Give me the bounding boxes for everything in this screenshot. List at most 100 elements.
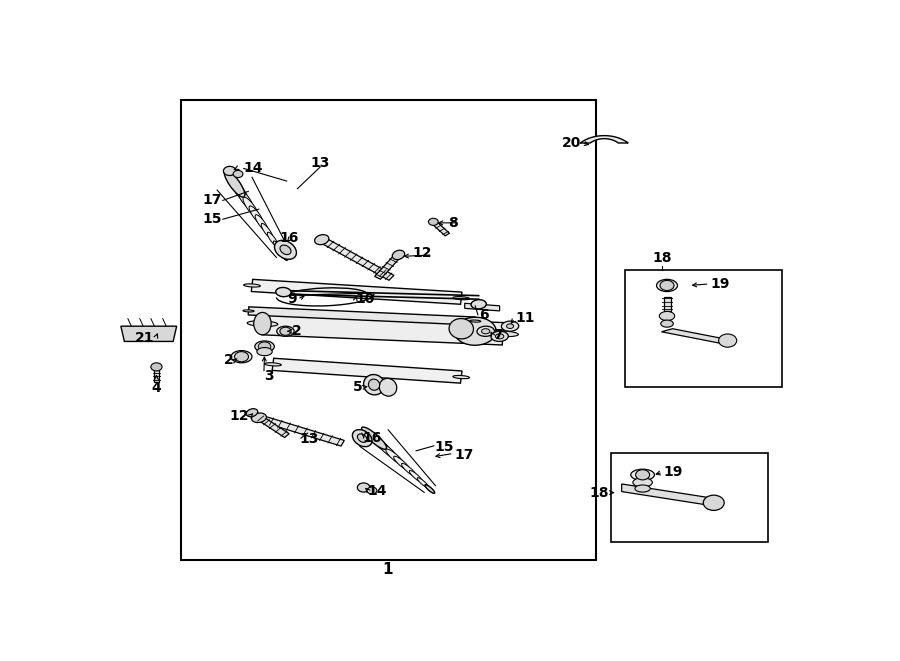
Ellipse shape (261, 223, 273, 239)
Ellipse shape (265, 363, 282, 366)
Ellipse shape (274, 241, 296, 259)
Ellipse shape (357, 434, 367, 442)
Text: 14: 14 (367, 484, 387, 498)
Ellipse shape (410, 471, 422, 482)
Circle shape (223, 167, 236, 176)
Ellipse shape (392, 251, 405, 260)
Text: 19: 19 (710, 277, 730, 291)
Polygon shape (464, 303, 500, 311)
Ellipse shape (501, 321, 518, 331)
Text: 16: 16 (280, 231, 300, 245)
Ellipse shape (418, 478, 428, 488)
Ellipse shape (482, 329, 490, 334)
Bar (626, 270, 782, 387)
Ellipse shape (660, 311, 675, 321)
Polygon shape (580, 136, 628, 143)
Ellipse shape (661, 320, 673, 327)
Circle shape (367, 487, 377, 494)
Ellipse shape (507, 324, 514, 329)
Polygon shape (121, 326, 176, 342)
Polygon shape (248, 307, 475, 325)
Polygon shape (154, 367, 159, 382)
Polygon shape (374, 254, 401, 279)
Polygon shape (257, 415, 345, 446)
Polygon shape (251, 280, 462, 304)
Text: 15: 15 (435, 440, 454, 454)
Circle shape (703, 495, 724, 510)
Ellipse shape (631, 469, 654, 481)
Ellipse shape (231, 180, 249, 204)
Ellipse shape (379, 378, 397, 396)
Ellipse shape (488, 331, 518, 336)
Ellipse shape (256, 348, 272, 356)
Text: 13: 13 (300, 432, 319, 446)
Text: 7: 7 (493, 329, 503, 342)
Ellipse shape (453, 375, 470, 379)
Circle shape (280, 327, 291, 335)
Circle shape (428, 218, 438, 225)
Ellipse shape (364, 375, 384, 395)
Ellipse shape (277, 326, 294, 336)
Text: 9: 9 (287, 292, 297, 306)
Ellipse shape (657, 280, 678, 292)
Ellipse shape (393, 456, 410, 471)
Ellipse shape (370, 435, 392, 454)
Text: 1: 1 (382, 562, 393, 577)
Ellipse shape (449, 319, 473, 339)
Polygon shape (431, 221, 449, 236)
Text: 18: 18 (652, 251, 672, 265)
Ellipse shape (247, 408, 257, 416)
Ellipse shape (633, 478, 652, 487)
Ellipse shape (454, 317, 496, 345)
Ellipse shape (495, 334, 504, 339)
Ellipse shape (453, 297, 470, 300)
Text: 6: 6 (479, 308, 489, 322)
Text: 10: 10 (356, 292, 374, 306)
Ellipse shape (255, 341, 274, 352)
Circle shape (660, 280, 674, 291)
Polygon shape (272, 358, 462, 383)
Ellipse shape (256, 215, 268, 232)
Circle shape (235, 352, 248, 362)
Text: 11: 11 (516, 311, 536, 325)
Polygon shape (262, 313, 504, 345)
Text: 21: 21 (135, 331, 155, 345)
Ellipse shape (386, 449, 404, 465)
Ellipse shape (251, 413, 266, 422)
Polygon shape (663, 297, 670, 311)
Text: 19: 19 (663, 465, 683, 479)
Ellipse shape (275, 288, 291, 297)
Text: 8: 8 (448, 216, 458, 230)
Text: 17: 17 (202, 194, 222, 208)
Ellipse shape (315, 235, 328, 245)
Polygon shape (320, 237, 394, 280)
Ellipse shape (244, 284, 260, 287)
Text: 2: 2 (292, 325, 302, 338)
Polygon shape (622, 484, 719, 507)
Circle shape (357, 483, 370, 492)
Ellipse shape (470, 320, 481, 322)
Ellipse shape (274, 241, 283, 253)
Ellipse shape (425, 485, 435, 493)
Bar (181, 100, 596, 561)
Ellipse shape (224, 170, 245, 197)
Ellipse shape (491, 331, 508, 342)
Ellipse shape (279, 250, 287, 260)
Ellipse shape (249, 206, 264, 225)
Text: 16: 16 (362, 430, 382, 445)
Ellipse shape (254, 313, 271, 335)
Bar (611, 453, 768, 543)
Ellipse shape (362, 428, 386, 449)
Ellipse shape (425, 485, 435, 493)
Ellipse shape (280, 250, 287, 260)
Polygon shape (249, 410, 289, 438)
Text: 13: 13 (310, 156, 330, 171)
Ellipse shape (267, 232, 278, 246)
Circle shape (258, 342, 271, 351)
Ellipse shape (243, 310, 254, 312)
Ellipse shape (353, 430, 372, 447)
Ellipse shape (368, 379, 380, 390)
Ellipse shape (248, 321, 278, 327)
Ellipse shape (477, 326, 494, 336)
Text: 5: 5 (353, 380, 362, 394)
